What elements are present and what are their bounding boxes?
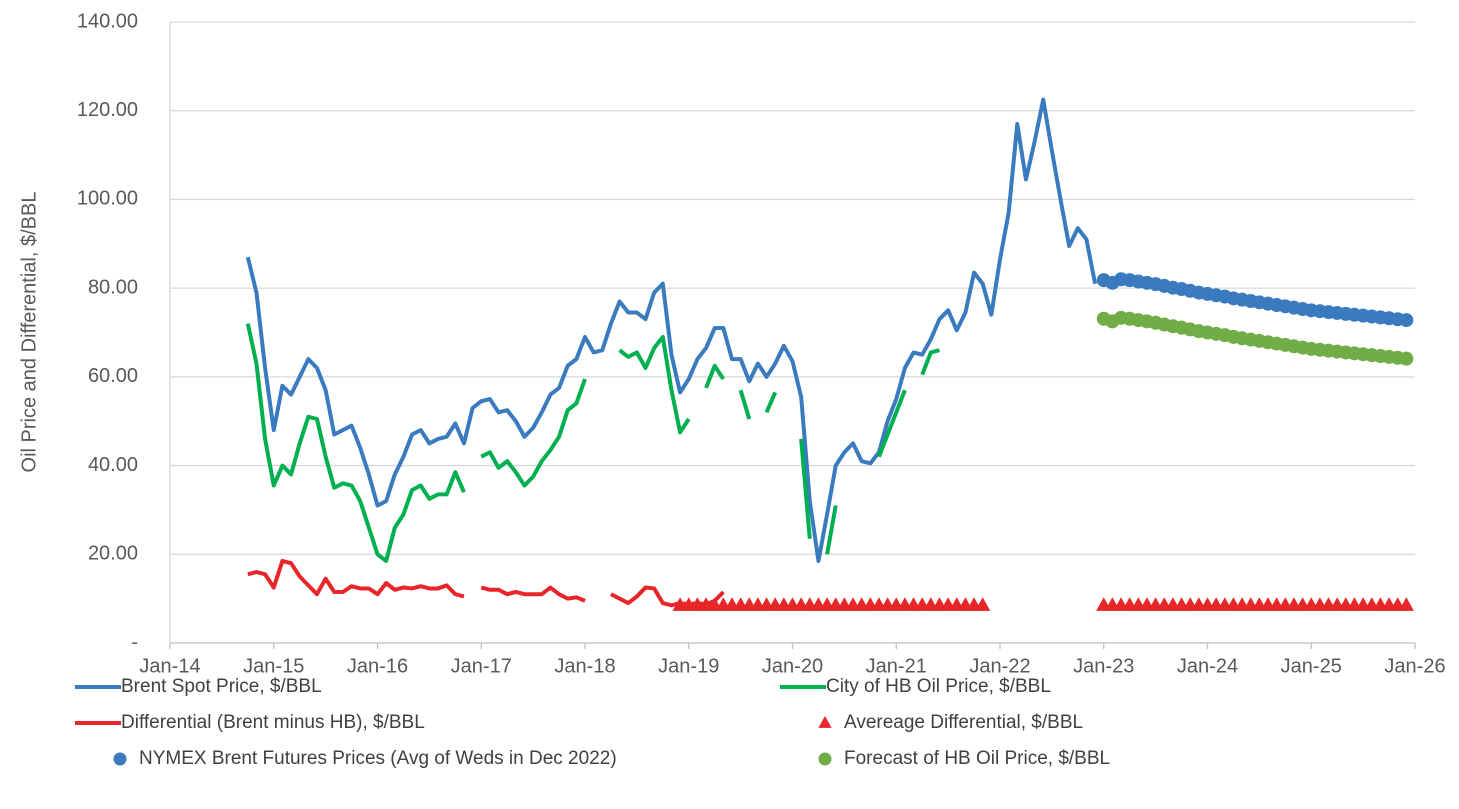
legend-swatch <box>818 716 832 728</box>
circle-marker <box>1399 313 1414 328</box>
grid <box>170 21 1415 555</box>
plot-area <box>245 97 1414 611</box>
x-tick-label: Jan-23 <box>1073 655 1134 677</box>
legend-swatch <box>113 752 127 766</box>
x-tick-label: Jan-14 <box>139 655 200 677</box>
y-axis-label: Oil Price and Differential, $/BBL <box>18 192 40 473</box>
legend-label: Brent Spot Price, $/BBL <box>121 676 322 697</box>
x-tick-label: Jan-22 <box>969 655 1030 677</box>
x-tick-label: Jan-19 <box>658 655 719 677</box>
x-tick-label: Jan-15 <box>243 655 304 677</box>
x-tick-label: Jan-26 <box>1384 655 1445 677</box>
y-tick-label: 40.00 <box>88 454 138 476</box>
legend-label: Forecast of HB Oil Price, $/BBL <box>844 748 1110 769</box>
legend: Brent Spot Price, $/BBL City of HB Oil Pr… <box>75 676 1110 769</box>
x-tick-label: Jan-25 <box>1281 655 1342 677</box>
legend-label: City of HB Oil Price, $/BBL <box>826 676 1051 697</box>
x-tick-label: Jan-18 <box>554 655 615 677</box>
legend-label: NYMEX Brent Futures Prices (Avg of Weds … <box>139 748 617 769</box>
y-tick-label: - <box>131 631 138 653</box>
legend-swatch <box>818 752 832 766</box>
y-tick-label: 140.00 <box>77 10 138 32</box>
legend-label: Differential (Brent minus HB), $/BBL <box>121 712 425 733</box>
series-line <box>245 97 1098 563</box>
axes: - 20.00 40.00 60.00 80.00 100.00 120.00 140.00 J… <box>77 10 1446 677</box>
x-tick-label: Jan-24 <box>1177 655 1238 677</box>
x-tick-label: Jan-16 <box>347 655 408 677</box>
series-line <box>247 558 725 608</box>
y-tick-label: 20.00 <box>88 543 138 565</box>
legend-label: Avereage Differential, $/BBL <box>844 712 1083 733</box>
y-tick-label: 60.00 <box>88 365 138 387</box>
y-tick-label: 100.00 <box>77 188 138 210</box>
series-line <box>245 323 940 563</box>
x-tick-label: Jan-21 <box>866 655 927 677</box>
triangle-marker <box>1398 597 1414 611</box>
x-tick-label: Jan-20 <box>762 655 823 677</box>
x-tick-label: Jan-17 <box>451 655 512 677</box>
circle-marker <box>1399 351 1414 366</box>
triangle-marker <box>975 597 991 611</box>
y-tick-label: 120.00 <box>77 99 138 121</box>
y-tick-label: 80.00 <box>88 276 138 298</box>
